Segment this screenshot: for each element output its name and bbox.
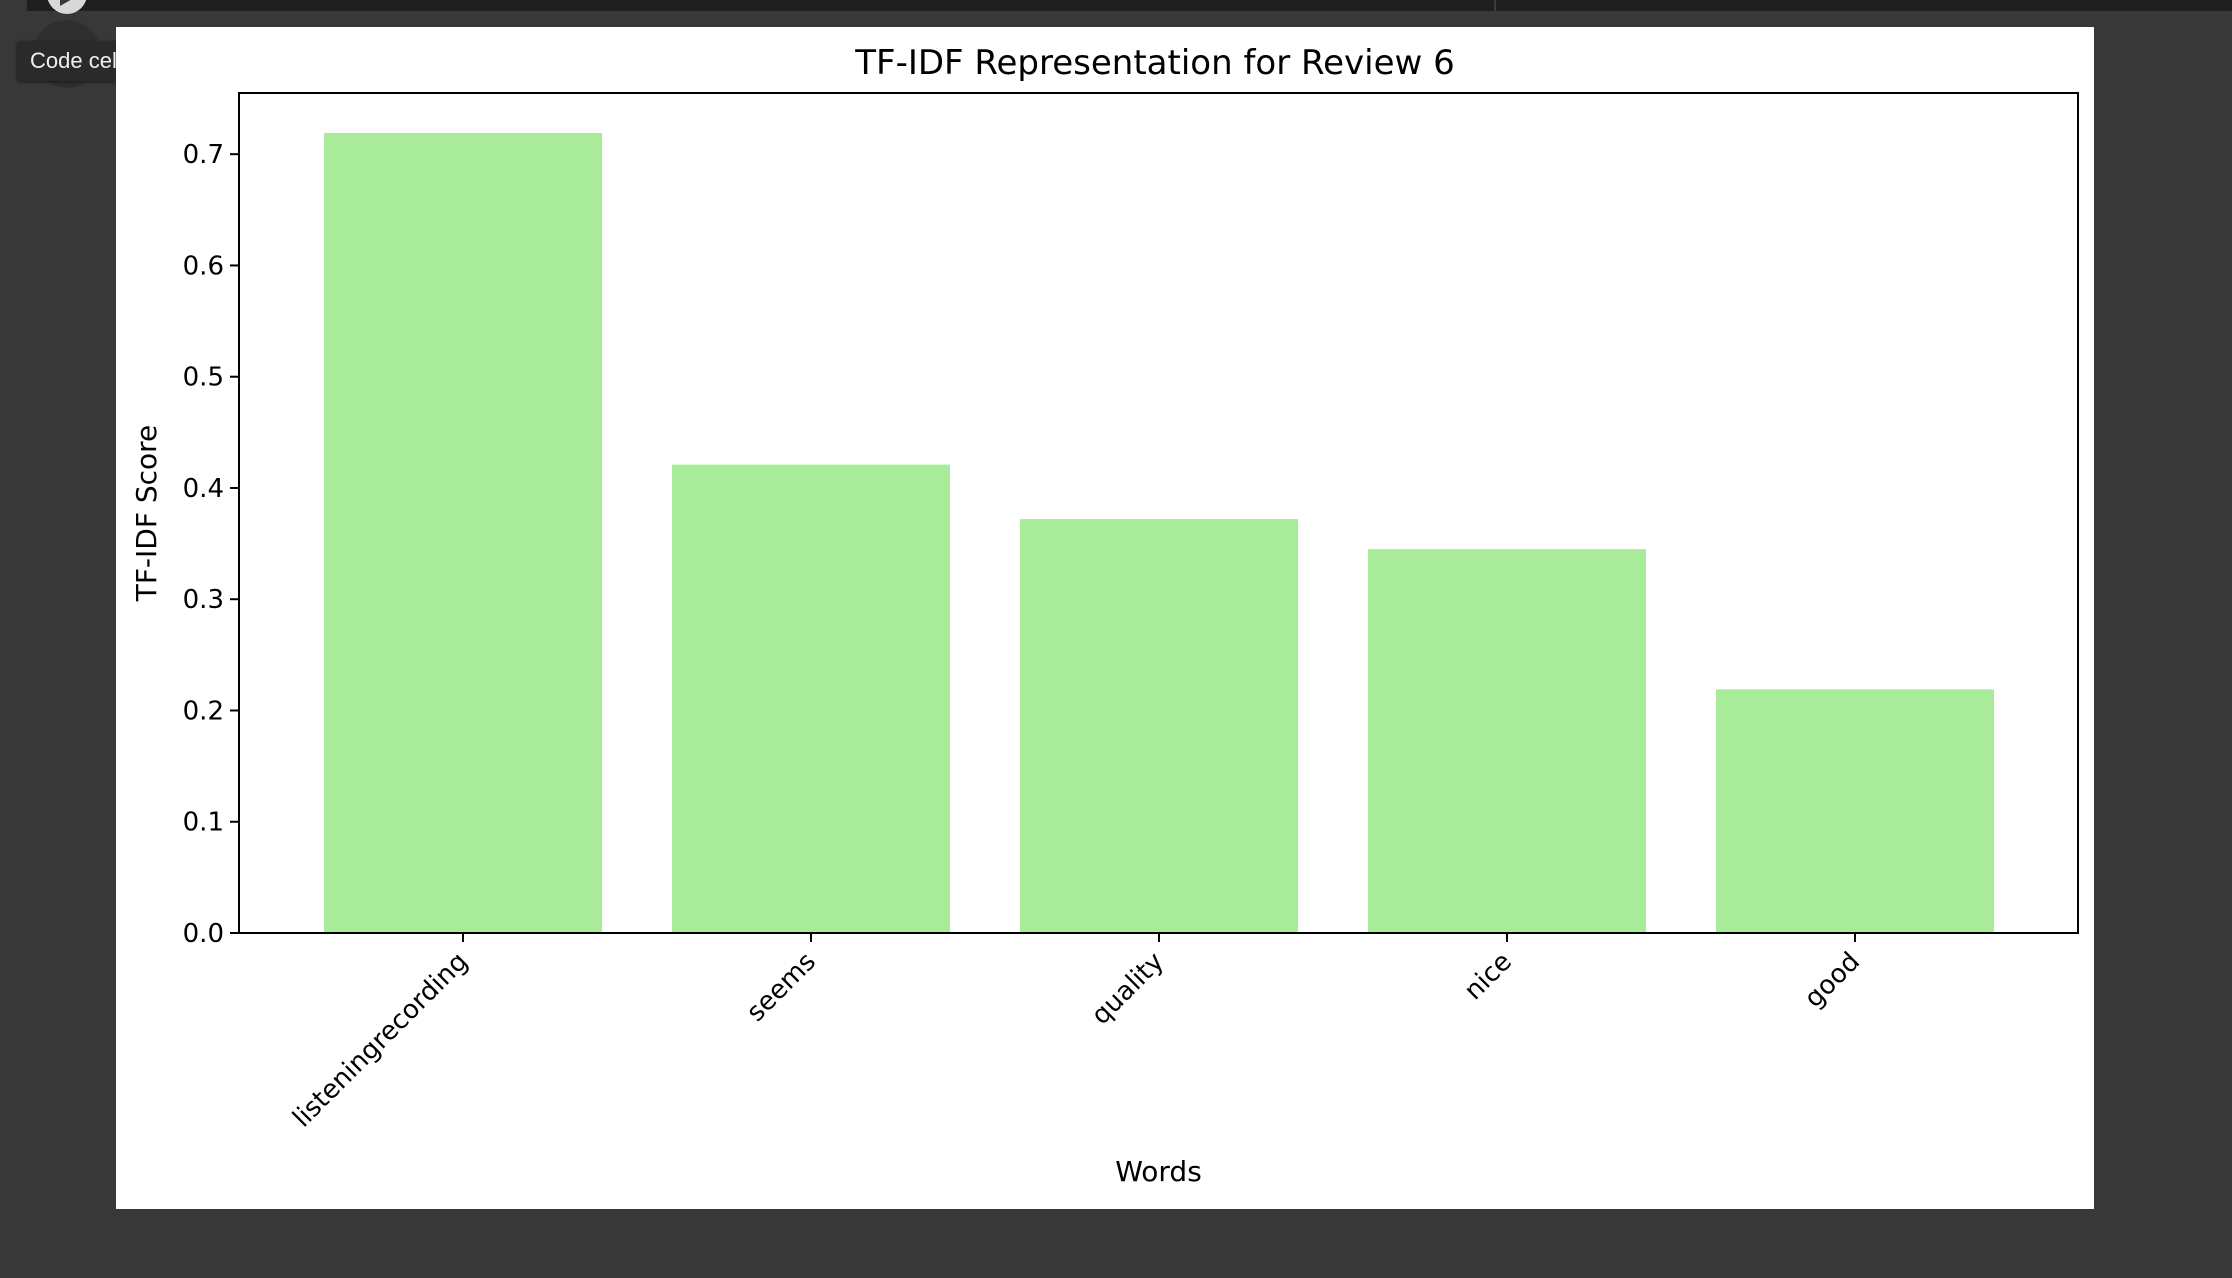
x-tick-label: nice: [1459, 947, 1518, 1006]
y-tick-label: 0.4: [183, 474, 224, 504]
play-icon: [60, 0, 71, 6]
y-axis: 0.0 0.1 0.2 0.3 0.4 0.5 0.6 0.7: [183, 140, 239, 949]
toolbar-divider: [1494, 0, 1496, 11]
x-tick-label: listeningrecording: [287, 947, 474, 1134]
x-axis: listeningrecording seems quality nice good: [287, 933, 1866, 1134]
bars-group: [324, 133, 1994, 933]
y-tick-label: 0.5: [183, 363, 224, 393]
y-tick-label: 0.7: [183, 140, 224, 170]
x-axis-label: Words: [1115, 1155, 1202, 1188]
plot-frame: [238, 92, 2079, 934]
chart-title: TF-IDF Representation for Review 6: [854, 43, 1455, 83]
top-toolbar-strip: [27, 0, 2232, 11]
bar-chart: TF-IDF Representation for Review 6 0.00.…: [130, 43, 2079, 1188]
y-tick-label: 0.2: [183, 696, 224, 726]
y-tick-label: 0.3: [183, 585, 224, 615]
y-axis-label: TF-IDF Score: [130, 425, 163, 603]
x-tick-label: seems: [741, 947, 822, 1028]
run-cell-button[interactable]: [47, 0, 87, 14]
chart-output-panel: TF-IDF Representation for Review 6 0.0 0.…: [116, 27, 2094, 1209]
bar-good: [1716, 689, 1994, 933]
bar-listeningrecording: [324, 133, 602, 933]
bar-seems: [672, 464, 950, 933]
y-tick-label: 0.1: [183, 808, 224, 838]
bar-nice: [1368, 549, 1646, 933]
y-tick-label: 0.0: [183, 919, 224, 949]
x-tick-label: quality: [1086, 947, 1170, 1031]
y-tick-label: 0.6: [183, 251, 224, 281]
x-tick-label: good: [1799, 947, 1866, 1014]
bar-quality: [1020, 519, 1298, 933]
